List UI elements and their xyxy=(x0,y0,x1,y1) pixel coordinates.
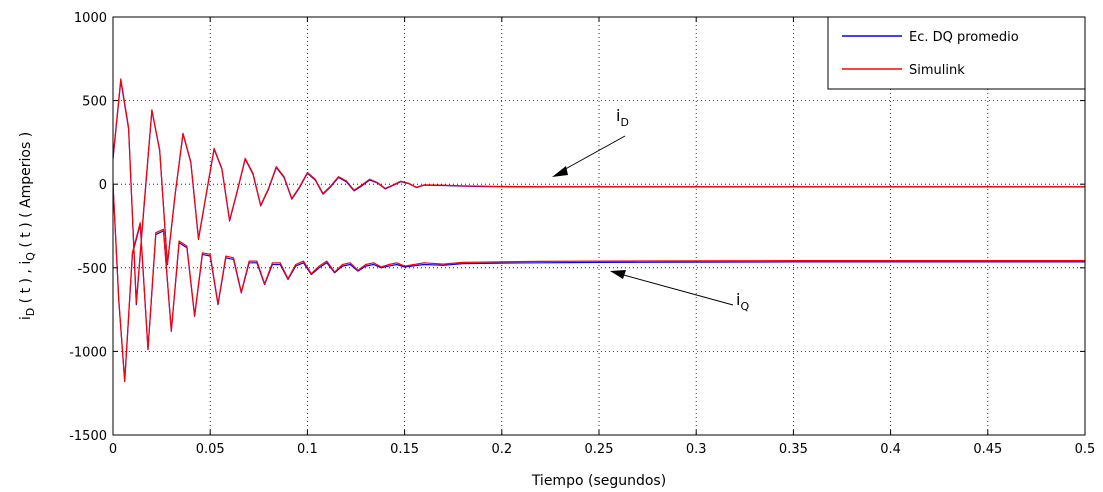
y-tick-label: -500 xyxy=(77,262,107,277)
series-line-simulink-iQ xyxy=(113,184,1085,382)
legend: Ec. DQ promedio Simulink xyxy=(827,16,1086,90)
x-tick-label: 0.15 xyxy=(390,442,419,457)
annotation-iD: iD xyxy=(616,106,629,129)
x-tick-label: 0.35 xyxy=(779,442,808,457)
grid xyxy=(113,17,1085,435)
legend-box xyxy=(827,16,1086,90)
annotation-arrowhead-iQ xyxy=(610,270,626,279)
annotation-arrow-iQ xyxy=(619,273,734,306)
y-axis-label: iD ( t ) , iQ ( t ) ( Amperios ) xyxy=(18,132,37,320)
legend-label-simulink: Simulink xyxy=(909,63,965,78)
tick-labels: 0 0.05 0.1 0.15 0.2 0.25 0.3 0.35 0.4 0.45 0.5 -150… xyxy=(69,11,1095,457)
annotation-iQ: iQ xyxy=(736,290,749,313)
x-tick-label: 0.5 xyxy=(1075,442,1096,457)
y-tick-label: 500 xyxy=(82,95,107,110)
y-tick-label: 0 xyxy=(99,178,107,193)
x-tick-label: 0.05 xyxy=(196,442,225,457)
y-tick-label: -1000 xyxy=(69,345,107,360)
x-tick-label: 0.1 xyxy=(297,442,318,457)
ticks xyxy=(112,16,1086,436)
series-line-simulink-iD xyxy=(113,78,1085,304)
annotations: iD iQ xyxy=(552,106,749,313)
x-axis-label: Tiempo (segundos) xyxy=(531,473,666,489)
x-tick-label: 0.45 xyxy=(973,442,1002,457)
annotation-arrow-iD xyxy=(559,135,626,173)
y-tick-label: 1000 xyxy=(74,11,107,26)
series-layer xyxy=(113,78,1085,383)
x-tick-label: 0.25 xyxy=(585,442,614,457)
legend-label-dq: Ec. DQ promedio xyxy=(909,30,1019,45)
x-tick-label: 0.3 xyxy=(686,442,707,457)
annotation-arrowhead-iD xyxy=(552,166,568,177)
x-tick-label: 0 xyxy=(109,442,117,457)
y-tick-label: -1500 xyxy=(69,429,107,444)
x-tick-label: 0.4 xyxy=(880,442,901,457)
x-tick-label: 0.2 xyxy=(491,442,512,457)
